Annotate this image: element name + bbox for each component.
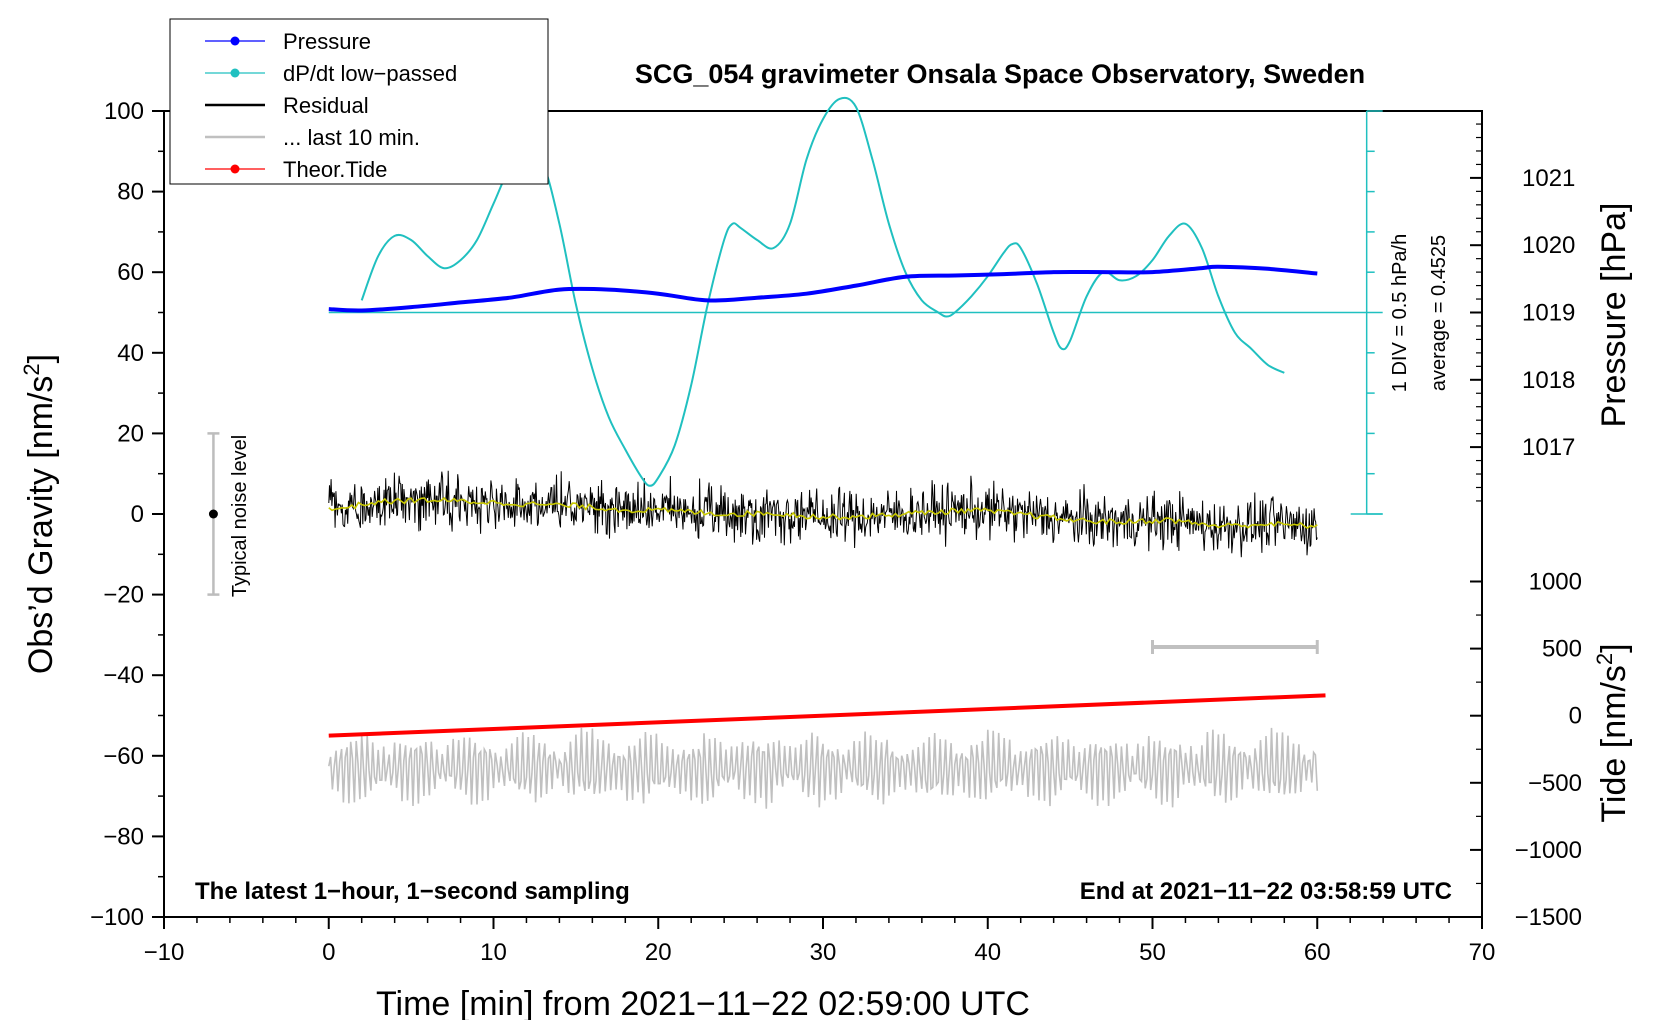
legend-box <box>169 18 549 185</box>
x-tick-label: 30 <box>810 939 837 966</box>
y-axis-tide-title-main: Tide [nm/s <box>1595 665 1633 822</box>
y-axis-pressure-title: Pressure [hPa] <box>1595 203 1633 428</box>
pressure-tick-label: 1019 <box>1522 300 1575 327</box>
pressure-tick-label: 1021 <box>1522 165 1575 192</box>
y-axis-tide-title-sup: 2 <box>1592 653 1617 665</box>
x-tick-label: 10 <box>480 939 507 966</box>
tide-tick-label: 0 <box>1569 703 1582 730</box>
noise-center-dot <box>208 509 218 519</box>
y-tick-label: 40 <box>117 340 144 367</box>
tide-tick-label: −1500 <box>1515 904 1582 931</box>
legend-label: Theor.Tide <box>283 157 387 182</box>
series-last10 <box>328 727 1319 809</box>
chart-title: SCG_054 gravimeter Onsala Space Observat… <box>635 59 1365 89</box>
tide-tick-label: 500 <box>1542 636 1582 663</box>
residual-smooth-line <box>328 496 1318 529</box>
x-tick-label: 40 <box>974 939 1001 966</box>
legend-dot <box>230 68 240 78</box>
legend-dot <box>230 36 240 46</box>
x-tick-label: 0 <box>322 939 335 966</box>
legend-label: ... last 10 min. <box>283 125 420 150</box>
y-tick-label: 60 <box>117 259 144 286</box>
annotation-marks <box>207 432 1319 654</box>
tide-tick-label: −500 <box>1528 770 1582 797</box>
y-tick-label: −100 <box>90 904 144 931</box>
tide-tick-label: −1000 <box>1515 837 1582 864</box>
series-tide <box>328 693 1326 738</box>
last10-line <box>328 727 1319 809</box>
noise-level-label: Typical noise level <box>229 435 251 597</box>
y-tick-label: −60 <box>103 743 144 770</box>
x-tick-label: 50 <box>1139 939 1166 966</box>
tide-tick-label: 1000 <box>1529 569 1582 596</box>
y-tick-label: −20 <box>103 582 144 609</box>
pressure-tick-label: 1017 <box>1522 434 1575 461</box>
x-tick-label: 20 <box>645 939 672 966</box>
y-tick-label: 20 <box>117 420 144 447</box>
x-axis: −10 0 10 20 30 40 50 60 70 <box>144 917 1496 966</box>
y-axis-left-title: Obs’d Gravity [nm/s2] <box>19 354 60 674</box>
y-axis-left-title-main: Obs’d Gravity [nm/s <box>22 376 60 675</box>
y-axis-tide-title-close: ] <box>1595 643 1633 652</box>
pressure-line <box>328 264 1318 313</box>
x-tick-label: −10 <box>144 939 185 966</box>
sampling-note: The latest 1−hour, 1−second sampling <box>195 878 630 905</box>
y-axis-left-title-close: ] <box>22 354 60 363</box>
average-label: average = 0.4525 <box>1428 235 1450 391</box>
y-tick-label: −80 <box>103 823 144 850</box>
y-axis-tide: 1000 500 0 −500 −1000 −1500 <box>1470 569 1582 931</box>
div-label: 1 DIV = 0.5 hPa/h <box>1389 234 1411 392</box>
y-tick-label: 80 <box>117 179 144 206</box>
legend: Pressure dP/dt low−passed Residual ... last… <box>169 18 549 185</box>
pressure-tick-label: 1018 <box>1522 367 1575 394</box>
y-tick-label: 0 <box>131 501 144 528</box>
series-pressure <box>328 264 1318 313</box>
residual-line <box>328 470 1318 558</box>
legend-label: Pressure <box>283 29 371 54</box>
legend-dot <box>230 164 240 174</box>
series-residual-smooth <box>328 496 1318 529</box>
y-axis-pressure: 1017 1018 1019 1020 1021 <box>1470 111 1575 514</box>
y-axis-left: 100 80 60 40 20 0 −20 −40 −60 −80 −100 <box>90 98 164 931</box>
tide-line <box>328 693 1326 738</box>
x-axis-title: Time [min] from 2021−11−22 02:59:00 UTC <box>376 985 1030 1020</box>
pressure-tick-label: 1020 <box>1522 232 1575 259</box>
series-residual <box>328 470 1318 558</box>
y-tick-label: −40 <box>103 662 144 689</box>
y-tick-label: 100 <box>104 98 144 125</box>
legend-label: dP/dt low−passed <box>283 61 457 86</box>
x-tick-label: 70 <box>1469 939 1496 966</box>
x-tick-label: 60 <box>1304 939 1331 966</box>
y-axis-left-title-sup: 2 <box>19 363 44 375</box>
reference-line <box>328 110 1383 515</box>
legend-label: Residual <box>283 93 369 118</box>
end-time-note: End at 2021−11−22 03:58:59 UTC <box>1080 878 1452 905</box>
y-axis-tide-title: Tide [nm/s2] <box>1592 643 1633 822</box>
